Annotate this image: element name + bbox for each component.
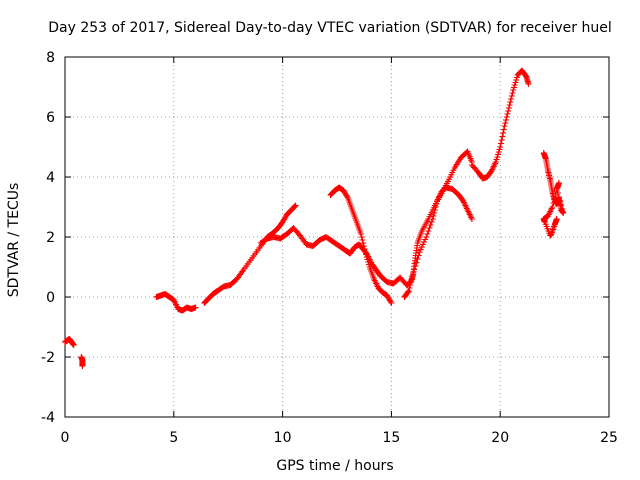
data-point bbox=[424, 231, 431, 237]
data-point bbox=[559, 206, 566, 212]
plot-frame bbox=[64, 56, 610, 418]
data-point bbox=[500, 126, 507, 133]
data-point bbox=[525, 81, 532, 87]
data-point bbox=[503, 117, 510, 123]
data-point bbox=[291, 203, 298, 210]
data-point bbox=[387, 298, 394, 305]
y-tick-label: 4 bbox=[46, 170, 55, 186]
data-point bbox=[405, 289, 412, 295]
data-point bbox=[410, 270, 417, 276]
data-point bbox=[509, 90, 516, 96]
data-point bbox=[407, 279, 414, 285]
data-point bbox=[358, 234, 365, 240]
data-point bbox=[70, 342, 77, 348]
data-point bbox=[431, 210, 438, 216]
data-point bbox=[408, 276, 415, 282]
x-tick-label: 25 bbox=[600, 430, 618, 446]
data-point bbox=[409, 273, 416, 279]
data-point bbox=[505, 105, 512, 111]
y-axis-label: SDTVAR / TECUs bbox=[6, 183, 22, 298]
data-point bbox=[552, 192, 559, 198]
data-point bbox=[425, 228, 432, 234]
data-point bbox=[412, 263, 419, 269]
x-axis-label: GPS time / hours bbox=[276, 458, 393, 474]
data-point bbox=[499, 133, 506, 140]
data-point bbox=[428, 219, 435, 225]
data-point bbox=[557, 198, 564, 204]
data-point bbox=[344, 193, 351, 200]
data-point bbox=[555, 194, 562, 200]
data-point bbox=[501, 123, 508, 129]
data-point bbox=[407, 282, 414, 288]
x-tick-label: 20 bbox=[491, 430, 509, 446]
data-point bbox=[360, 240, 367, 246]
data-point bbox=[550, 200, 557, 206]
x-tick-label: 0 bbox=[61, 430, 70, 446]
data-point bbox=[555, 180, 562, 186]
x-tick-label: 15 bbox=[382, 430, 400, 446]
data-point bbox=[468, 216, 475, 222]
y-tick-label: 6 bbox=[46, 110, 55, 126]
data-point bbox=[497, 140, 504, 147]
data-point bbox=[507, 99, 514, 105]
x-tick-label: 5 bbox=[169, 430, 178, 446]
y-tick-label: 2 bbox=[46, 230, 55, 246]
data-point bbox=[554, 184, 561, 190]
data-point bbox=[506, 102, 513, 108]
data-point bbox=[388, 300, 395, 306]
data-point bbox=[500, 130, 507, 136]
data-point bbox=[551, 196, 558, 202]
data-point bbox=[411, 266, 418, 273]
data-point bbox=[359, 237, 366, 243]
data-point bbox=[508, 93, 515, 99]
data-point bbox=[79, 363, 86, 369]
data-point bbox=[413, 259, 420, 266]
data-point bbox=[414, 256, 421, 262]
data-point bbox=[431, 207, 438, 213]
data-point bbox=[405, 288, 412, 294]
y-tick-label: 8 bbox=[46, 50, 55, 66]
data-point bbox=[505, 108, 512, 114]
chart-title: Day 253 of 2017, Sidereal Day-to-day VTE… bbox=[48, 20, 611, 36]
data-point bbox=[504, 111, 511, 117]
data-point bbox=[357, 231, 364, 237]
data-point bbox=[502, 120, 509, 126]
data-point bbox=[426, 225, 433, 231]
data-point bbox=[503, 114, 510, 120]
data-point bbox=[553, 188, 560, 194]
data-point bbox=[433, 201, 440, 207]
data-point bbox=[360, 243, 367, 249]
data-point bbox=[292, 202, 299, 209]
data-point bbox=[415, 252, 422, 259]
axis-ticks: 0 5 10 15 20 25 -4 -2 0 2 4 6 8 bbox=[41, 50, 618, 446]
y-tick-label: 0 bbox=[46, 290, 55, 306]
data-point bbox=[192, 304, 199, 311]
y-tick-label: -2 bbox=[41, 350, 55, 366]
data-point bbox=[361, 246, 368, 252]
data-point bbox=[427, 222, 434, 228]
data-point bbox=[508, 96, 515, 102]
data-point bbox=[429, 216, 436, 222]
data-point bbox=[560, 210, 567, 216]
data-point bbox=[430, 213, 437, 219]
data-point bbox=[553, 216, 560, 222]
data-point bbox=[406, 285, 413, 291]
data-point bbox=[423, 234, 430, 240]
data-point bbox=[432, 204, 439, 210]
x-tick-label: 10 bbox=[274, 430, 292, 446]
data-point bbox=[558, 202, 565, 208]
data-points bbox=[62, 67, 567, 369]
data-point bbox=[498, 137, 505, 143]
y-tick-label: -4 bbox=[41, 410, 55, 426]
data-point bbox=[497, 144, 504, 150]
